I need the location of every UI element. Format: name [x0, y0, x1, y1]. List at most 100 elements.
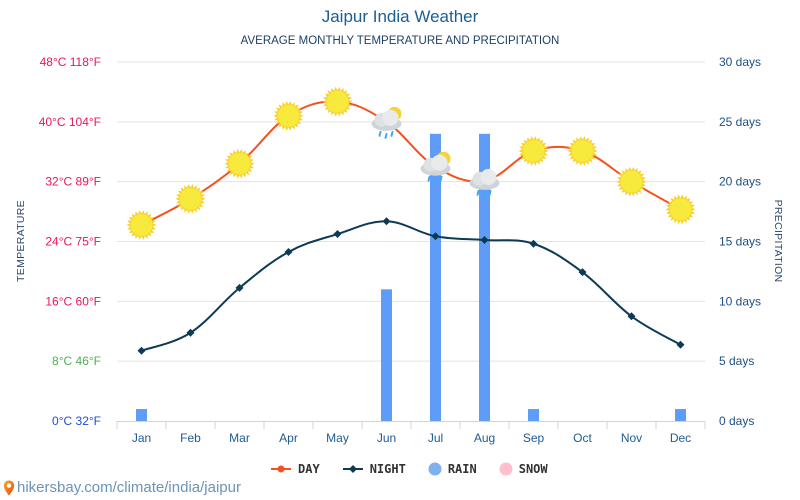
cloud-puff: [480, 168, 497, 185]
x-tick-label: Mar: [229, 431, 250, 445]
legend-label-snow: SNOW: [518, 462, 548, 476]
rain-bar: [136, 409, 147, 421]
rain-cloud-sun-icon: [420, 151, 451, 184]
rain-marker-icon: [428, 462, 442, 476]
sun-core: [669, 198, 692, 221]
x-axis: Jan Feb Mar Apr May Jun Jul Aug Sep Oct Nov Dec: [116, 421, 706, 445]
sun-core: [228, 152, 251, 175]
sun-core: [130, 214, 153, 237]
x-tick-label: Apr: [279, 431, 298, 445]
rain-bar: [675, 409, 686, 421]
sun-core: [326, 90, 349, 113]
y-axis-left-label: TEMPERATURE: [15, 200, 27, 282]
sun-core: [277, 104, 300, 127]
x-tick-label: Jul: [428, 431, 443, 445]
source-text: hikersbay.com/climate/india/jaipur: [17, 479, 241, 496]
sun-core: [522, 140, 545, 163]
snow-marker-icon: [499, 462, 513, 476]
sun-icon: [175, 184, 206, 214]
chart-title: Jaipur India Weather: [321, 7, 479, 26]
sun-icon: [322, 86, 353, 117]
y-right-tick-label: 20 days: [719, 175, 761, 189]
sun-core: [571, 140, 594, 163]
night-point: [382, 217, 391, 226]
night-marker-icon: [342, 465, 363, 473]
y-right-tick-label: 0 days: [719, 414, 754, 428]
night-point: [186, 328, 195, 337]
legend-item-day[interactable]: DAY: [270, 462, 320, 476]
raindrop: [439, 175, 443, 182]
sun-icon: [126, 210, 157, 240]
x-tick-label: Feb: [180, 431, 201, 445]
night-point: [676, 340, 685, 349]
location-pin-icon: [3, 480, 15, 495]
night-point: [529, 239, 538, 248]
x-tick-label: May: [326, 431, 349, 445]
raindrop: [488, 189, 492, 196]
night-point: [627, 312, 636, 321]
legend-item-rain[interactable]: RAIN: [428, 462, 477, 476]
night-point: [235, 283, 244, 292]
sun-core: [620, 170, 643, 193]
y-right-tick-label: 30 days: [719, 55, 761, 69]
raindrop: [390, 130, 394, 137]
legend-label-day: DAY: [298, 462, 320, 476]
rain-cloud-icon: [469, 168, 500, 198]
day-line: [141, 100, 681, 226]
x-tick-label: Nov: [621, 431, 642, 445]
rain-bar: [479, 133, 490, 422]
sun-icon: [273, 101, 304, 131]
chart-subtitle: AVERAGE MONTHLY TEMPERATURE AND PRECIPIT…: [240, 35, 560, 47]
raindrop: [482, 191, 486, 198]
raindrop: [476, 189, 480, 196]
night-point: [284, 247, 293, 256]
grid-lines: [117, 61, 705, 362]
temperature-lines: [137, 100, 685, 355]
legend-label-night: NIGHT: [369, 462, 406, 476]
y-left-tick-label: 8°C 46°F: [52, 354, 101, 368]
x-tick-label: Jan: [132, 431, 151, 445]
night-line: [141, 220, 682, 352]
x-tick-label: Jun: [377, 431, 396, 445]
raindrop: [427, 175, 431, 182]
sun-icon: [665, 194, 696, 225]
x-tick-label: Oct: [573, 431, 592, 445]
y-right-tick-label: 10 days: [719, 294, 761, 308]
y-right-tick-label: 25 days: [719, 115, 761, 129]
raindrop: [378, 130, 382, 137]
sun-icon: [616, 166, 647, 197]
y-axis-right: 30 days 25 days 20 days 15 days 10 days 5 day…: [719, 55, 761, 428]
x-tick-label: Dec: [670, 431, 691, 445]
x-tick-label: Aug: [474, 431, 495, 445]
rain-bars: [136, 133, 686, 422]
x-tick-label: Sep: [523, 431, 545, 445]
night-point: [578, 268, 587, 277]
raindrop: [384, 132, 388, 139]
sun-core: [179, 187, 202, 210]
y-left-tick-label: 32°C 89°F: [45, 175, 101, 189]
legend: DAY NIGHT RAIN SNOW: [270, 462, 548, 476]
y-axis-right-label: PRECIPITATION: [772, 200, 784, 283]
night-point: [480, 236, 489, 245]
y-left-tick-label: 24°C 75°F: [45, 235, 101, 249]
rain-cloud-sun-icon: [371, 106, 402, 139]
sun-icon: [224, 148, 255, 179]
cloud-puff: [382, 109, 399, 126]
weather-icons: [126, 86, 696, 240]
y-axis-left: 48°C 118°F 40°C 104°F 32°C 89°F 24°C 75°F 16…: [39, 55, 101, 428]
night-point: [333, 230, 342, 239]
y-left-tick-label: 40°C 104°F: [39, 115, 101, 129]
rain-bar: [430, 133, 441, 422]
source-link[interactable]: hikersbay.com/climate/india/jaipur: [3, 479, 241, 496]
legend-item-night[interactable]: NIGHT: [342, 462, 406, 476]
night-point: [431, 232, 440, 241]
rain-bar: [381, 289, 392, 421]
sun-icon: [567, 136, 598, 166]
raindrop: [433, 177, 437, 184]
day-marker-icon: [271, 465, 291, 473]
y-right-tick-label: 5 days: [719, 354, 754, 368]
legend-item-snow[interactable]: SNOW: [499, 462, 548, 476]
night-point: [137, 346, 146, 355]
y-right-tick-label: 15 days: [719, 235, 761, 249]
